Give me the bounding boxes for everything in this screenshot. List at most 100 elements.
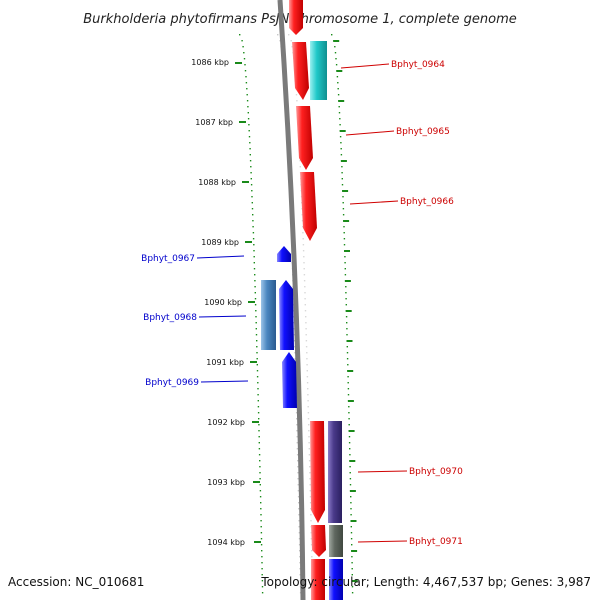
gene-block-steel[interactable] [261,280,276,350]
gene-label-bphyt-0964[interactable]: Bphyt_0964 [391,60,445,70]
track-dot [305,316,307,318]
track-dot [344,262,346,264]
track-dot [346,322,348,324]
track-dot [348,424,350,426]
gene-arrow-bphyt-0969[interactable] [282,352,297,408]
gene-label-bphyt-0971[interactable]: Bphyt_0971 [409,537,463,547]
track-dot [302,238,304,240]
kbp-label: 1093 kbp [207,478,245,487]
track-dot [260,532,263,534]
track-dot [296,436,298,438]
gene-label-bphyt-0968[interactable]: Bphyt_0968 [143,313,197,323]
track-dot [298,538,301,540]
gene-arrow-bottom[interactable] [311,559,325,600]
gene-arrow-bphyt-0968[interactable] [279,280,294,350]
track-dot [256,352,258,354]
track-dot [257,406,260,408]
track-dot [303,274,306,276]
track-dot [260,520,262,522]
track-dot [345,316,348,318]
tick-mark [239,121,246,123]
track-dot [307,394,309,396]
track-dot [253,268,256,270]
track-dot [341,166,343,168]
track-dot [340,142,342,144]
tick-mark [344,250,350,252]
gene-arrow-bphyt-0967[interactable] [277,246,291,262]
track-dot [301,220,304,222]
topology-text: Topology: circular; Length: 4,467,537 bp… [260,575,591,589]
tick-mark [250,361,257,363]
track-dot [304,310,307,312]
track-dot [245,82,248,84]
gene-arrow-bphyt-0970[interactable] [310,421,325,523]
track-dot [298,532,301,534]
gene-label-bphyt-0967[interactable]: Bphyt_0967 [141,254,195,264]
track-dot [243,52,245,54]
track-dot [341,178,343,180]
track-dot [309,490,311,492]
track-dot [351,574,353,576]
track-dot [250,184,253,186]
track-dot [257,400,259,402]
track-dot [305,346,308,348]
gene-block-olive[interactable] [329,525,343,557]
tick-mark [253,481,260,483]
track-dot [309,466,311,468]
track-dot [250,166,252,168]
track-dot [256,370,259,372]
track-dot [306,352,308,354]
track-dot [242,46,244,48]
track-dot [299,550,301,552]
gene-label-bphyt-0966[interactable]: Bphyt_0966 [400,197,454,207]
gene-arrow-bphyt-0965[interactable] [296,106,313,170]
track-dot [248,124,250,126]
track-dot [351,556,353,558]
track-dot [334,46,336,48]
track-dot [349,484,352,486]
track-dot [299,160,301,162]
gene-label-bphyt-0970[interactable]: Bphyt_0970 [409,467,463,477]
gene-arrow-bphyt-0966[interactable] [300,172,317,241]
tick-mark [348,430,355,432]
gene-block-cyan[interactable] [310,41,327,100]
track-dot [251,190,253,192]
track-dot [255,322,257,324]
leader-line [340,63,390,69]
kbp-label: 1087 kbp [195,118,233,127]
track-dot [348,442,351,444]
gene-block-bottom-blue[interactable] [329,559,343,600]
track-dot [253,256,255,258]
gene-label-bphyt-0969[interactable]: Bphyt_0969 [145,378,199,388]
track-dot [294,346,296,348]
track-dot [310,514,312,516]
track-dot [294,352,296,354]
track-dot [348,412,350,414]
track-dot [351,592,354,594]
track-dot [298,544,301,546]
track-dot [350,526,352,528]
track-dot [248,136,251,138]
tick-mark [349,490,356,492]
tick-mark [235,62,242,64]
track-dot [303,268,305,270]
track-dot [345,304,347,306]
track-dot [261,580,264,582]
gene-label-bphyt-0965[interactable]: Bphyt_0965 [396,127,450,137]
gene-arrow-bphyt-0971[interactable] [311,525,326,557]
track-dot [348,418,350,420]
track-dot [254,298,257,300]
gene-block-purple[interactable] [328,421,342,523]
gene-arrow-bphyt-0964[interactable] [292,42,309,100]
leader-line [357,470,408,473]
gene-arrow-top[interactable] [289,0,303,35]
track-dot [258,448,261,450]
kbp-label: 1088 kbp [198,178,236,187]
track-dot [345,298,347,300]
track-dot [297,460,299,462]
track-dot [295,94,298,96]
tick-mark [339,130,346,132]
track-dot [257,388,259,390]
track-dot [251,202,253,204]
track-dot [307,400,309,402]
